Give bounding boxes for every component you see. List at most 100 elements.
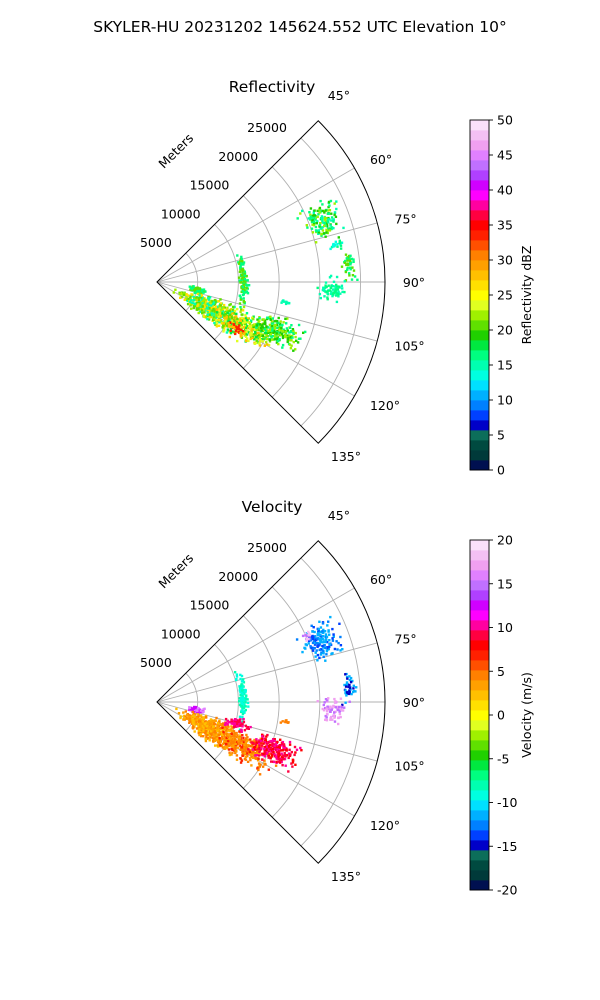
colorbar-swatch — [470, 390, 489, 401]
echo-gate — [268, 745, 271, 748]
echo-gate — [258, 326, 261, 329]
echo-gate — [250, 325, 253, 328]
echo-gate — [337, 285, 341, 288]
echo-gate — [331, 718, 334, 721]
echo-gate — [219, 319, 223, 322]
echo-gate — [286, 334, 289, 337]
echo-gate — [319, 296, 322, 300]
echo-gate — [261, 765, 265, 768]
echo-gate — [280, 742, 284, 745]
echo-gate — [292, 332, 295, 335]
echo-gate — [355, 686, 358, 689]
colorbar-swatch — [470, 660, 489, 671]
echo-gate — [229, 741, 232, 745]
echo-gate — [211, 309, 214, 312]
echo-gate — [336, 285, 339, 288]
echo-gate — [311, 630, 314, 633]
echo-gate — [239, 687, 242, 690]
echo-gate — [335, 640, 338, 643]
echo-gate — [255, 339, 258, 342]
echo-gate — [339, 635, 342, 639]
echo-gate — [340, 706, 344, 709]
echo-gate — [330, 708, 334, 711]
echo-gate — [235, 312, 238, 316]
echo-gate — [205, 300, 208, 304]
echo-gate — [261, 737, 264, 740]
echo-gate — [193, 297, 196, 301]
echo-gate — [226, 309, 230, 312]
echo-gate — [203, 720, 207, 723]
echo-gate — [269, 329, 272, 332]
colorbar-swatch — [470, 350, 489, 361]
echo-gate — [239, 317, 242, 320]
echo-gate — [243, 688, 247, 692]
echo-gate — [238, 700, 241, 703]
echo-gate — [231, 735, 234, 738]
colorbar-swatch — [470, 610, 489, 621]
echo-gate — [231, 310, 234, 314]
echo-gate — [240, 691, 243, 694]
colorbar-swatch — [470, 650, 489, 661]
echo-gate — [294, 335, 297, 339]
echo-gate — [281, 749, 284, 752]
echo-gate — [223, 314, 226, 317]
echo-gate — [344, 690, 347, 694]
echo-gate — [232, 321, 235, 325]
echo-gate — [240, 683, 243, 687]
colorbar-swatch — [470, 210, 489, 221]
echo-gate — [241, 680, 244, 683]
echo-gate — [202, 729, 205, 732]
echo-gate — [337, 290, 340, 293]
colorbar-swatch — [470, 540, 489, 551]
echo-gate — [225, 736, 228, 740]
grid-spoke — [156, 587, 355, 703]
echo-gate — [208, 307, 211, 310]
echo-gate — [323, 630, 327, 633]
echo-gate — [304, 643, 307, 646]
echo-gate — [287, 752, 291, 755]
echo-gate — [213, 737, 216, 740]
echo-gate — [312, 224, 316, 227]
echo-gate — [251, 336, 254, 340]
echo-gate — [286, 329, 289, 332]
echo-gate — [324, 714, 327, 718]
echo-gate — [254, 331, 257, 335]
echo-gate — [202, 314, 205, 317]
echo-gate — [339, 292, 342, 295]
echo-gate — [202, 716, 205, 719]
echo-gate — [232, 733, 235, 736]
echo-gate — [229, 328, 233, 331]
echo-gate — [214, 719, 217, 722]
echo-gate — [344, 685, 348, 688]
echo-gate — [195, 302, 199, 305]
echo-gate — [249, 322, 252, 325]
colorbar-swatch — [470, 160, 489, 171]
echo-gate — [249, 337, 252, 341]
colorbar-swatch — [470, 290, 489, 301]
echo-gate — [244, 741, 247, 745]
echo-gate — [265, 742, 268, 745]
echo-gate — [326, 225, 329, 228]
echo-gate — [276, 753, 280, 756]
echo-gate — [291, 336, 294, 339]
echo-gate — [331, 637, 334, 640]
colorbar-swatch — [470, 640, 489, 651]
grid-spoke — [156, 167, 355, 283]
echo-gate — [338, 239, 341, 242]
echo-gate — [353, 275, 357, 278]
echo-gate — [350, 692, 353, 696]
echo-gate — [194, 721, 198, 724]
echo-gate — [230, 314, 233, 318]
echo-gate — [314, 216, 317, 219]
echo-gate — [288, 748, 291, 751]
echo-gate — [328, 289, 332, 292]
echo-gate — [230, 753, 233, 756]
echo-gate — [279, 328, 283, 332]
echo-gate — [337, 236, 340, 239]
echo-gate — [244, 698, 247, 702]
echo-gate — [322, 655, 325, 658]
echo-gate — [191, 718, 194, 721]
echo-gate — [242, 263, 245, 266]
echo-gate — [258, 744, 261, 747]
echo-sparse-echo-85deg — [341, 672, 358, 707]
